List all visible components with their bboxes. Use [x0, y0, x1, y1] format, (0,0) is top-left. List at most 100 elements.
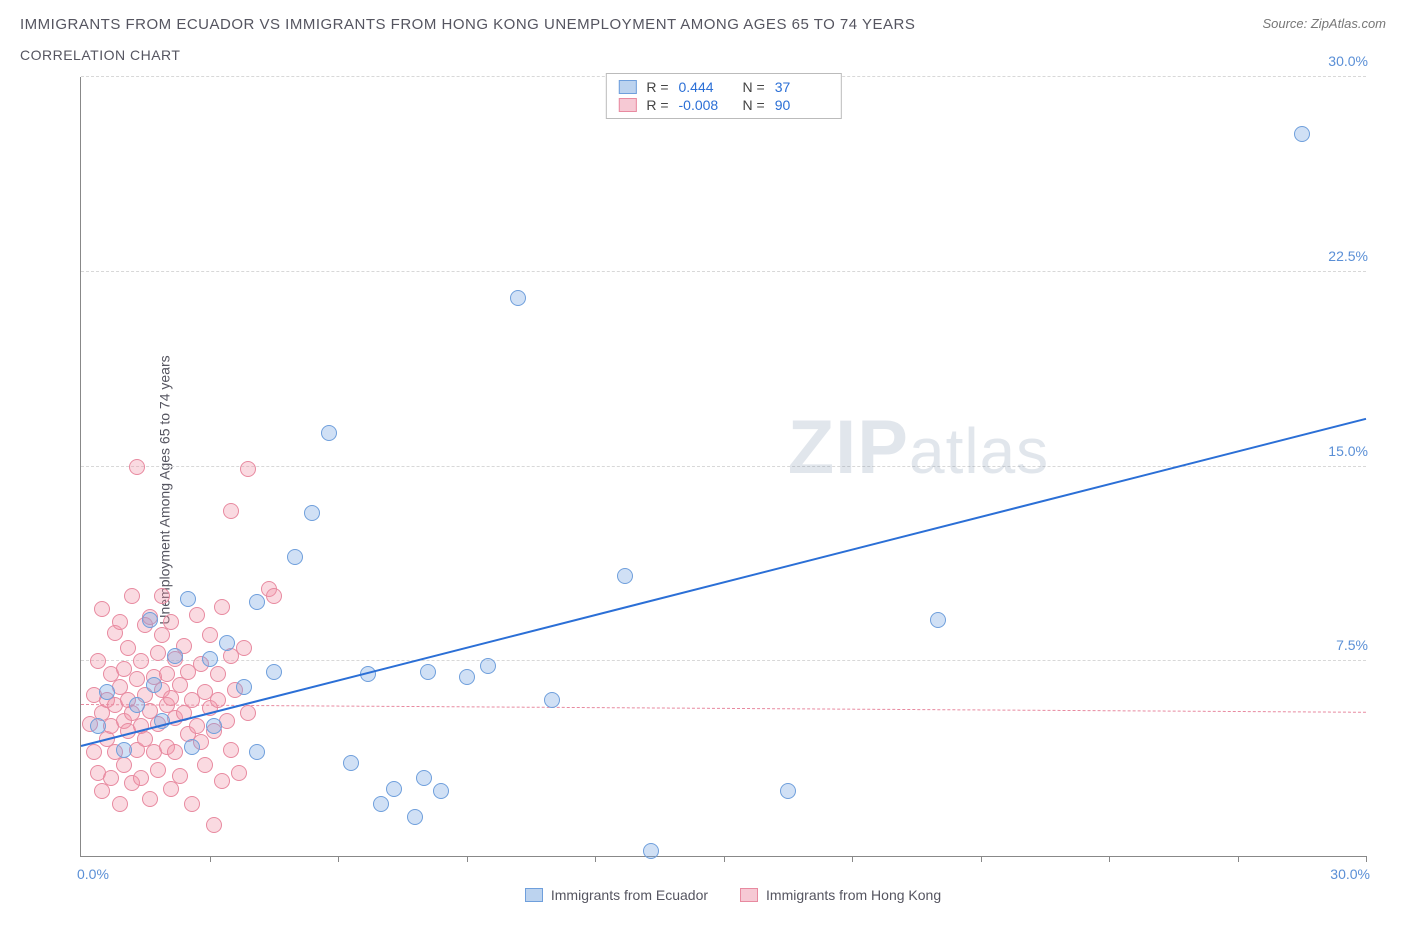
- scatter-point-hongkong: [231, 765, 247, 781]
- legend-swatch-ecuador: [618, 80, 636, 94]
- scatter-point-ecuador: [1294, 126, 1310, 142]
- scatter-point-ecuador: [459, 669, 475, 685]
- n-value-ecuador: 37: [775, 79, 829, 95]
- scatter-point-ecuador: [373, 796, 389, 812]
- scatter-point-hongkong: [172, 768, 188, 784]
- legend-stats-box: R = 0.444 N = 37 R = -0.008 N = 90: [605, 73, 841, 119]
- legend-label-hongkong: Immigrants from Hong Kong: [766, 887, 941, 903]
- scatter-point-hongkong: [103, 770, 119, 786]
- scatter-point-hongkong: [86, 744, 102, 760]
- scatter-point-ecuador: [304, 505, 320, 521]
- scatter-point-hongkong: [189, 718, 205, 734]
- legend-swatch-ecuador: [525, 888, 543, 902]
- scatter-point-hongkong: [202, 627, 218, 643]
- scatter-point-ecuador: [433, 783, 449, 799]
- scatter-point-ecuador: [99, 684, 115, 700]
- scatter-point-ecuador: [420, 664, 436, 680]
- y-tick-label: 7.5%: [1336, 637, 1368, 653]
- legend-item-hongkong: Immigrants from Hong Kong: [740, 887, 941, 903]
- scatter-point-hongkong: [266, 588, 282, 604]
- scatter-point-ecuador: [90, 718, 106, 734]
- scatter-point-hongkong: [223, 742, 239, 758]
- gridline: [81, 271, 1366, 272]
- scatter-point-hongkong: [94, 601, 110, 617]
- scatter-point-ecuador: [219, 635, 235, 651]
- scatter-point-ecuador: [617, 568, 633, 584]
- scatter-point-ecuador: [236, 679, 252, 695]
- n-label: N =: [743, 97, 765, 113]
- scatter-point-hongkong: [240, 461, 256, 477]
- scatter-point-ecuador: [167, 648, 183, 664]
- scatter-point-ecuador: [780, 783, 796, 799]
- scatter-point-hongkong: [133, 770, 149, 786]
- scatter-point-hongkong: [120, 640, 136, 656]
- legend-swatch-hongkong: [618, 98, 636, 112]
- chart-container: Unemployment Among Ages 65 to 74 years R…: [20, 77, 1386, 903]
- scatter-point-ecuador: [266, 664, 282, 680]
- scatter-point-hongkong: [184, 796, 200, 812]
- scatter-point-ecuador: [206, 718, 222, 734]
- x-tick: [724, 856, 725, 862]
- scatter-point-hongkong: [150, 645, 166, 661]
- scatter-point-hongkong: [133, 653, 149, 669]
- scatter-point-hongkong: [167, 744, 183, 760]
- n-label: N =: [743, 79, 765, 95]
- x-tick: [1109, 856, 1110, 862]
- watermark-light: atlas: [909, 415, 1049, 487]
- x-tick: [981, 856, 982, 862]
- r-label: R =: [646, 97, 668, 113]
- scatter-point-hongkong: [112, 796, 128, 812]
- scatter-point-hongkong: [223, 503, 239, 519]
- scatter-point-ecuador: [930, 612, 946, 628]
- scatter-point-hongkong: [129, 671, 145, 687]
- x-tick: [467, 856, 468, 862]
- scatter-point-hongkong: [189, 607, 205, 623]
- scatter-point-ecuador: [116, 742, 132, 758]
- scatter-point-ecuador: [386, 781, 402, 797]
- y-tick-label: 22.5%: [1328, 248, 1368, 264]
- scatter-point-hongkong: [210, 666, 226, 682]
- scatter-point-hongkong: [129, 459, 145, 475]
- x-tick: [595, 856, 596, 862]
- legend-swatch-hongkong: [740, 888, 758, 902]
- scatter-point-hongkong: [206, 817, 222, 833]
- plot-area: R = 0.444 N = 37 R = -0.008 N = 90 ZIPat…: [80, 77, 1366, 857]
- scatter-point-ecuador: [544, 692, 560, 708]
- scatter-point-hongkong: [112, 614, 128, 630]
- n-value-hongkong: 90: [775, 97, 829, 113]
- x-tick: [1366, 856, 1367, 862]
- scatter-point-hongkong: [142, 791, 158, 807]
- scatter-point-ecuador: [321, 425, 337, 441]
- scatter-point-ecuador: [146, 677, 162, 693]
- scatter-point-ecuador: [416, 770, 432, 786]
- watermark-bold: ZIP: [788, 405, 909, 490]
- scatter-point-ecuador: [202, 651, 218, 667]
- scatter-point-hongkong: [214, 773, 230, 789]
- legend-stats-row: R = 0.444 N = 37: [618, 78, 828, 96]
- scatter-point-hongkong: [90, 653, 106, 669]
- gridline: [81, 660, 1366, 661]
- y-tick-label: 30.0%: [1328, 53, 1368, 69]
- scatter-point-ecuador: [343, 755, 359, 771]
- scatter-point-ecuador: [142, 612, 158, 628]
- scatter-point-ecuador: [480, 658, 496, 674]
- scatter-point-ecuador: [249, 744, 265, 760]
- r-value-ecuador: 0.444: [679, 79, 733, 95]
- scatter-point-ecuador: [510, 290, 526, 306]
- x-tick: [852, 856, 853, 862]
- x-tick: [1238, 856, 1239, 862]
- x-axis-min-label: 0.0%: [77, 866, 109, 882]
- r-label: R =: [646, 79, 668, 95]
- legend-item-ecuador: Immigrants from Ecuador: [525, 887, 708, 903]
- scatter-point-hongkong: [124, 588, 140, 604]
- r-value-hongkong: -0.008: [679, 97, 733, 113]
- scatter-point-hongkong: [150, 762, 166, 778]
- chart-title: IMMIGRANTS FROM ECUADOR VS IMMIGRANTS FR…: [20, 16, 915, 33]
- scatter-point-ecuador: [180, 591, 196, 607]
- watermark: ZIPatlas: [788, 404, 1049, 491]
- scatter-point-hongkong: [154, 588, 170, 604]
- scatter-point-hongkong: [116, 757, 132, 773]
- x-tick: [210, 856, 211, 862]
- legend-bottom: Immigrants from Ecuador Immigrants from …: [80, 887, 1386, 903]
- scatter-point-ecuador: [249, 594, 265, 610]
